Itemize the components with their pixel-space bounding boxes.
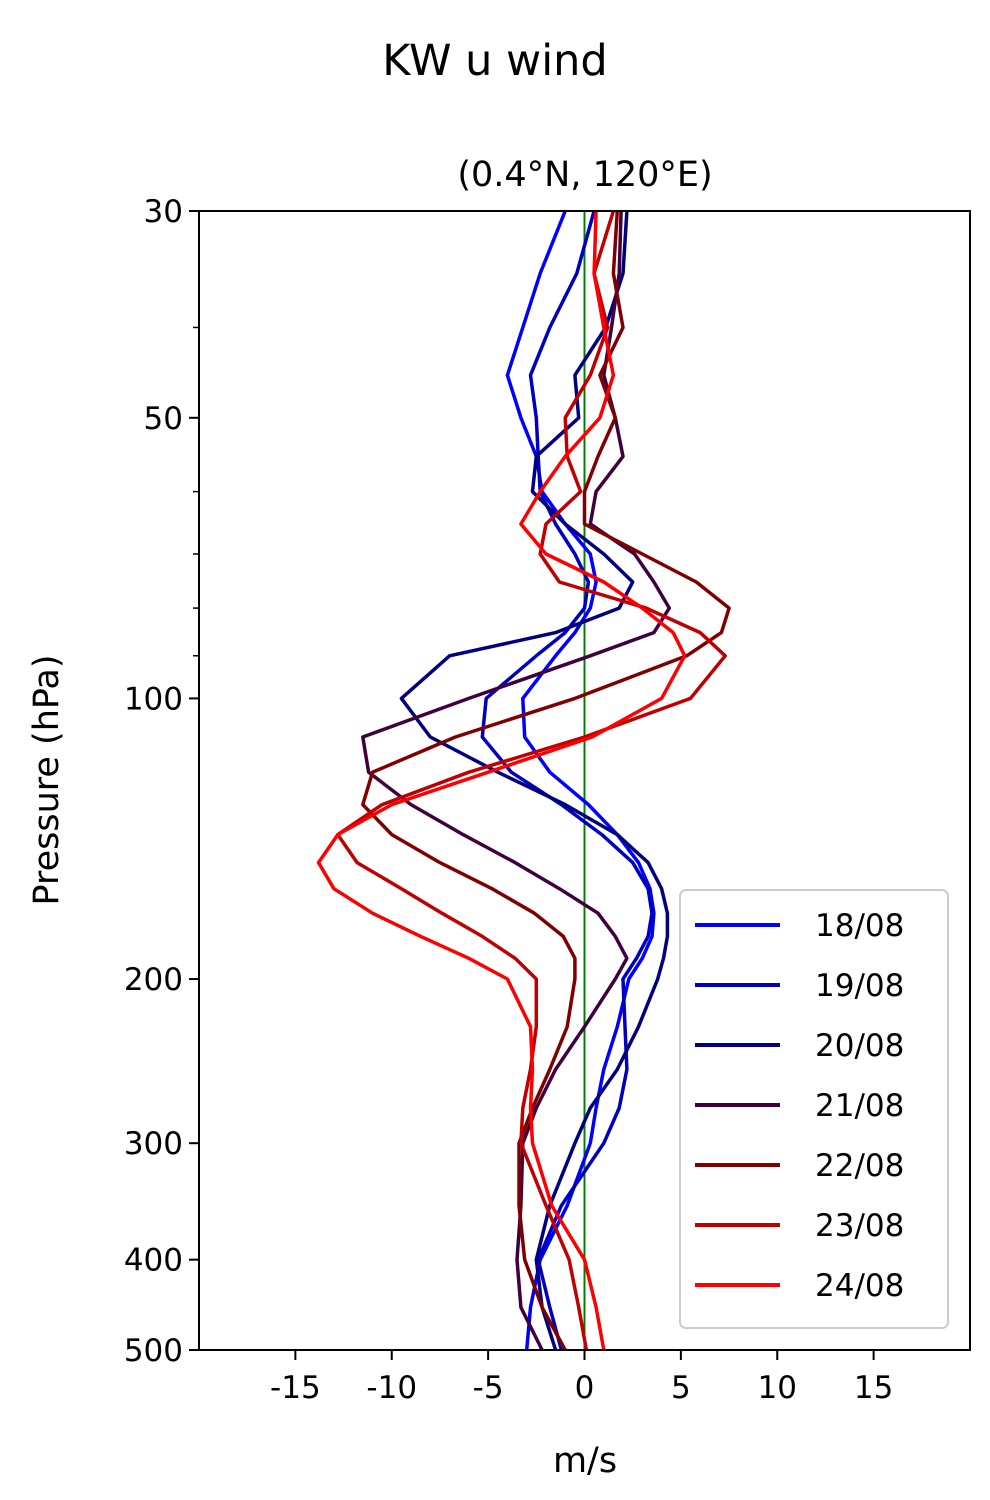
legend: 18/08 19/08 20/08 21/08 22/08 23/08 24/08 <box>679 889 949 1329</box>
x-tick-label: 15 <box>854 1370 893 1406</box>
x-tick-label: -15 <box>270 1370 321 1406</box>
legend-box <box>679 889 949 1329</box>
series-line-24-08 <box>316 210 687 1351</box>
y-tick-label: 200 <box>124 962 183 998</box>
plot-frame <box>198 210 971 1351</box>
legend-label: 21/08 <box>815 1088 904 1124</box>
x-axis-label: m/s <box>553 1441 617 1481</box>
legend-label: 23/08 <box>815 1208 904 1244</box>
legend-label: 22/08 <box>815 1148 904 1184</box>
x-tick-label: 5 <box>671 1370 691 1406</box>
y-tick-label: 100 <box>124 681 183 717</box>
legend-label: 24/08 <box>815 1268 904 1304</box>
y-axis-ticks: 30 50 100 200 300 400 500 <box>124 194 199 1369</box>
series-line-21-08 <box>361 210 672 1351</box>
x-axis-ticks: -15 -10 -5 0 5 10 15 <box>270 1350 893 1406</box>
series-line-20-08 <box>399 210 670 1351</box>
x-tick-label: -5 <box>473 1370 504 1406</box>
y-tick-label: 300 <box>124 1126 183 1162</box>
x-tick-label: 10 <box>758 1370 797 1406</box>
legend-label: 19/08 <box>815 968 904 1004</box>
series-line-23-08 <box>336 210 727 1351</box>
x-tick-label: -10 <box>366 1370 417 1406</box>
y-tick-label: 50 <box>144 401 183 437</box>
chart-subtitle: (0.4°N, 120°E) <box>457 155 712 195</box>
y-tick-label: 500 <box>124 1333 183 1369</box>
y-tick-label: 30 <box>144 194 183 230</box>
y-tick-label: 400 <box>124 1243 183 1279</box>
x-tick-label: 0 <box>575 1370 595 1406</box>
y-axis-label: Pressure (hPa) <box>27 654 67 905</box>
series-line-19-08 <box>480 210 654 1351</box>
series-lines <box>316 210 731 1351</box>
series-line-22-08 <box>361 210 731 1351</box>
chart-title: KW u wind <box>382 36 607 86</box>
legend-label: 20/08 <box>815 1028 904 1064</box>
legend-label: 18/08 <box>815 908 904 944</box>
